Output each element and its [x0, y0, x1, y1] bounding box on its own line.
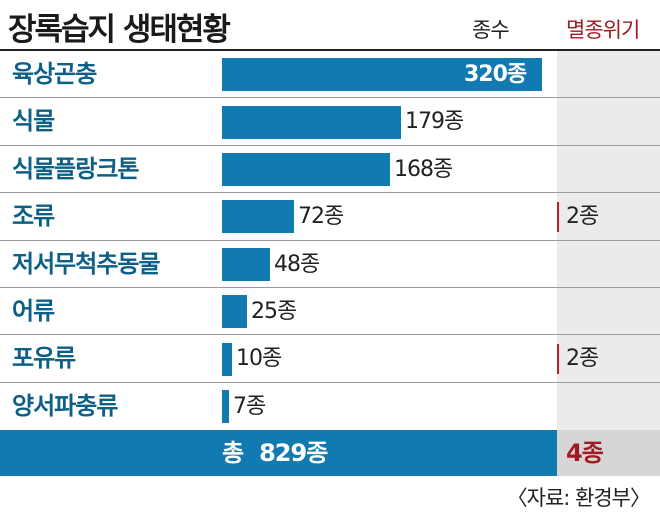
bar	[222, 200, 294, 234]
category-label: 포유류	[12, 344, 76, 373]
bar-row: 저서무척추동물 48종	[0, 241, 660, 288]
endangered-value: 2종	[566, 204, 599, 230]
bar	[222, 342, 232, 376]
endangered-marker	[557, 344, 559, 375]
category-label: 어류	[12, 297, 55, 325]
total-label: 총 829종	[222, 430, 328, 476]
total-label-text: 총	[222, 439, 244, 467]
count-column-header: 종수	[472, 18, 510, 42]
row-divider	[0, 144, 660, 146]
bar	[222, 58, 542, 92]
chart-title: 장록습지 생태현황	[8, 12, 231, 48]
value-label: 48종	[274, 251, 320, 277]
category-label: 식물	[12, 107, 55, 136]
endangered-value: 2종	[566, 346, 599, 372]
endangered-marker	[557, 201, 559, 232]
row-divider	[0, 192, 660, 194]
bar-row: 어류 25종	[0, 288, 660, 336]
total-endangered-cell	[557, 430, 660, 476]
endangered-column-header: 멸종위기	[566, 18, 640, 42]
source-note: 〈자료: 환경부〉	[506, 486, 651, 510]
value-label: 7종	[233, 393, 266, 419]
total-endangered-value: 4종	[566, 439, 604, 467]
value-label: 168종	[394, 156, 453, 182]
total-bar	[0, 430, 557, 476]
row-divider	[0, 239, 660, 241]
row-divider	[0, 97, 660, 99]
bar	[222, 389, 229, 423]
bar	[222, 105, 401, 139]
category-label: 육상곤충	[12, 60, 97, 88]
bar	[222, 295, 247, 329]
bar-row: 포유류 10종 2종	[0, 335, 660, 383]
bar-row: 식물 179종	[0, 98, 660, 146]
value-label: 320종	[464, 62, 527, 87]
bar	[222, 247, 270, 281]
bar-row: 식물플랑크톤 168종	[0, 146, 660, 194]
row-divider	[0, 334, 660, 336]
total-value: 829종	[259, 439, 328, 467]
value-label: 10종	[236, 346, 282, 372]
row-divider	[0, 286, 660, 288]
total-row: 총 829종 4종	[0, 430, 660, 476]
category-label: 식물플랑크톤	[12, 154, 139, 183]
bar-row: 양서파충류 7종	[0, 383, 660, 430]
bar-row: 조류 72종 2종	[0, 193, 660, 241]
value-label: 179종	[405, 109, 464, 135]
category-label: 저서무척추동물	[12, 249, 161, 278]
value-label: 25종	[251, 299, 297, 324]
header-divider	[0, 49, 660, 51]
bar-row: 육상곤충 320종	[0, 51, 660, 99]
value-label: 72종	[298, 204, 344, 230]
bar	[222, 152, 390, 186]
category-label: 조류	[12, 202, 55, 231]
row-divider	[0, 381, 660, 383]
category-label: 양서파충류	[12, 391, 118, 420]
